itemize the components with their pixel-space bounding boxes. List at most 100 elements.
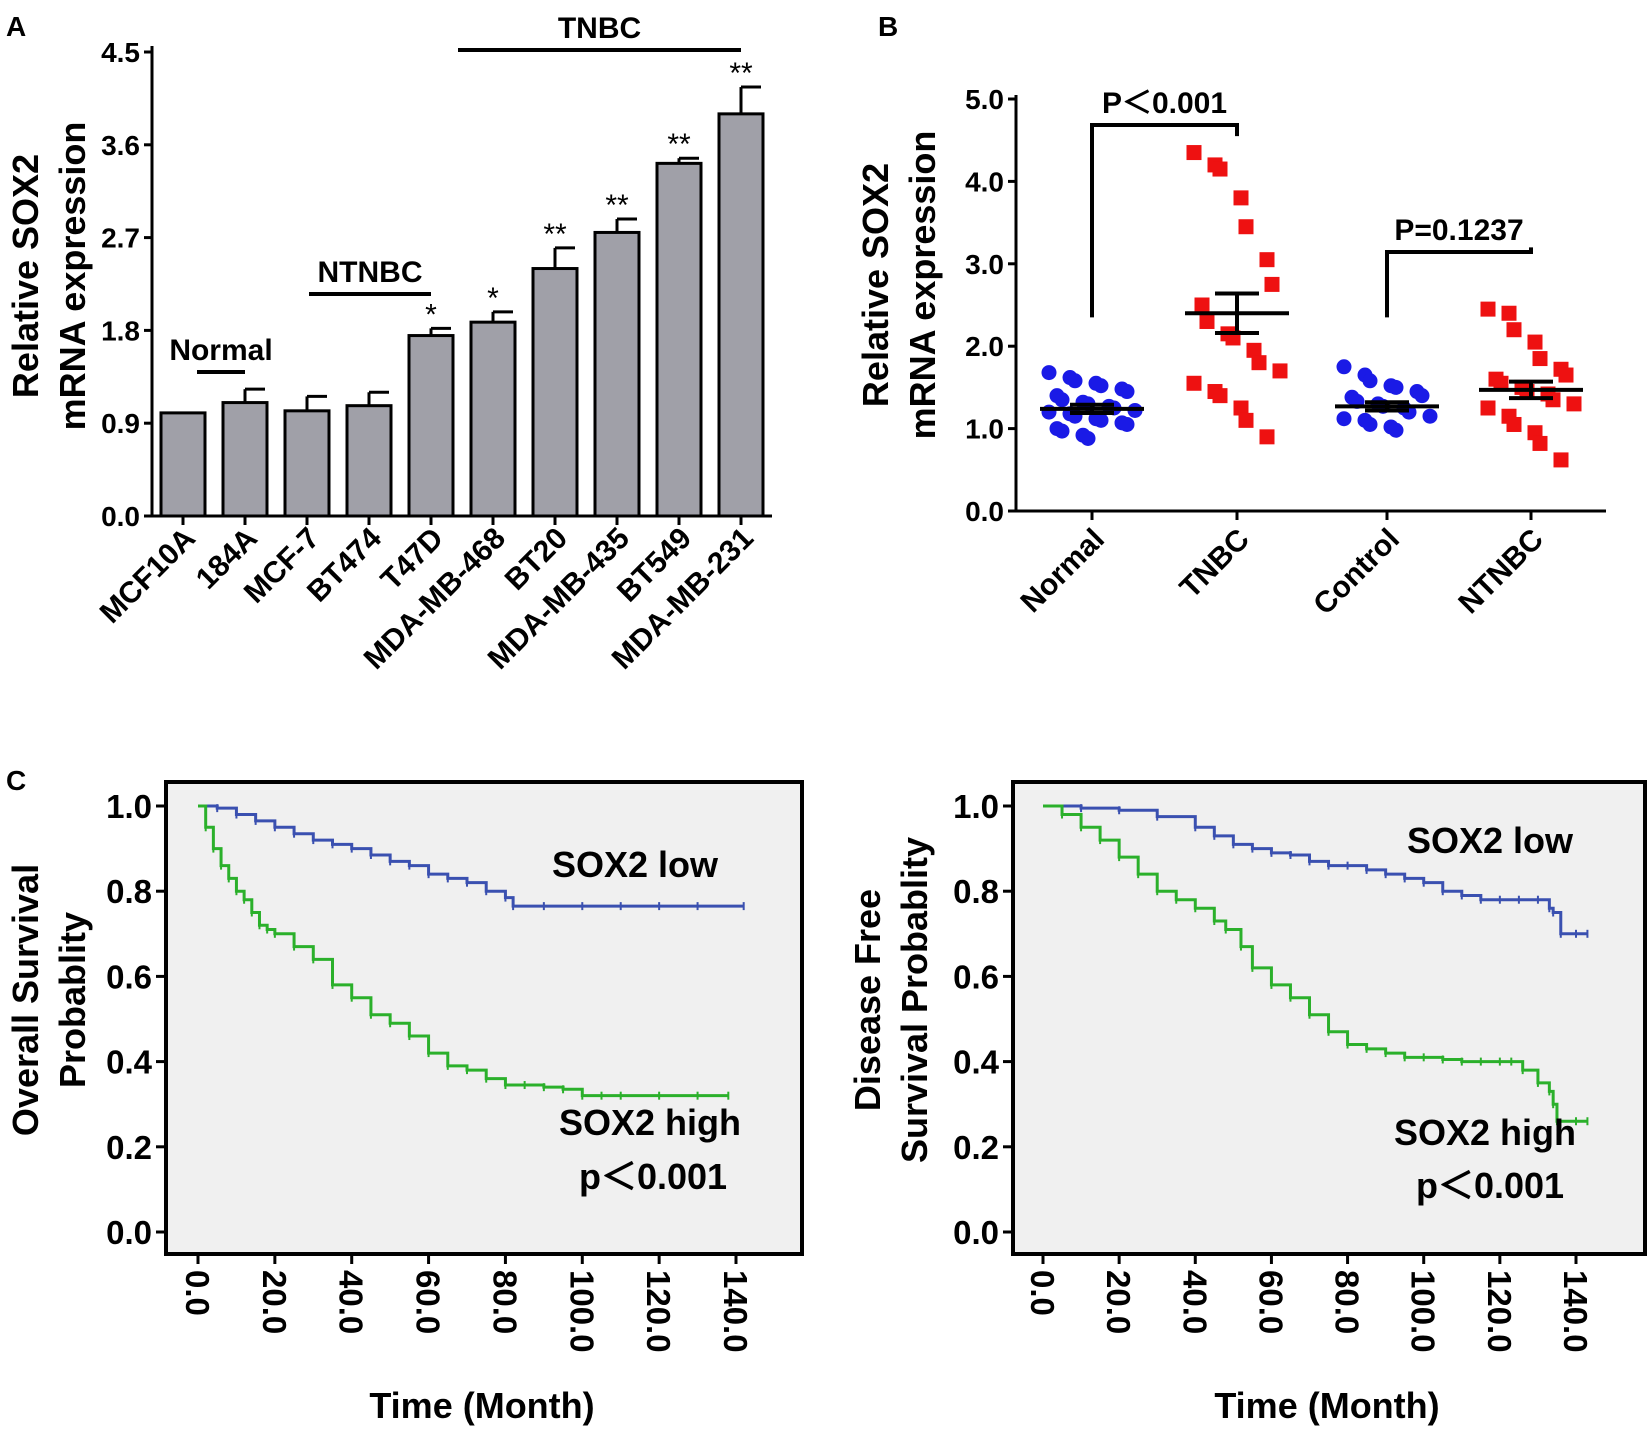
bar	[221, 401, 269, 518]
data-point	[1532, 435, 1548, 451]
data-point	[1259, 252, 1275, 268]
y-tick-label: 1.0	[106, 788, 152, 825]
series-label: SOX2 high	[1394, 1112, 1576, 1153]
y-tick-label: 0.4	[953, 1044, 1000, 1081]
x-tick-label: 100.0	[1405, 1270, 1442, 1353]
y-tick-label: 1.0	[953, 788, 999, 825]
data-point	[1194, 297, 1210, 313]
data-point	[1080, 430, 1096, 446]
comparison-pvalue: P=0.1237	[1394, 214, 1523, 247]
panel-a-bar-chart: A Relative SOX2 mRNA expression 0.0 0.9 1.…	[5, 11, 772, 676]
comparison-bracket	[1090, 123, 1239, 318]
x-tick-label: 40.0	[1176, 1270, 1213, 1334]
y-tick-label: 0.0	[101, 501, 140, 532]
group-label: NTNBC	[318, 256, 423, 289]
data-point	[1501, 305, 1517, 321]
data-point	[1414, 388, 1430, 404]
significance-marker: **	[667, 128, 691, 161]
y-tick-label: 0.9	[101, 408, 140, 439]
data-point	[1251, 355, 1267, 371]
comparison-pvalue: P＜0.001	[1102, 87, 1227, 120]
significance-marker: **	[605, 189, 629, 222]
data-point	[1212, 388, 1228, 404]
series-label: SOX2 high	[559, 1102, 741, 1143]
y-tick-label: 0.8	[106, 873, 152, 910]
significance-marker: *	[425, 298, 437, 331]
data-point	[1422, 408, 1438, 424]
data-point	[1506, 322, 1522, 338]
data-point	[1199, 313, 1215, 329]
data-point	[1272, 363, 1288, 379]
panel-label-c: C	[6, 765, 26, 796]
x-tick-label: 60.0	[410, 1270, 447, 1334]
data-point	[1212, 161, 1228, 177]
bar	[283, 409, 331, 518]
x-tick-label: MCF10A	[94, 522, 202, 630]
y-axis-title-line2: Survival Probablity	[894, 837, 935, 1163]
y-axis-title-line1: Overall Survival	[5, 864, 46, 1136]
significance-marker: **	[729, 57, 753, 90]
x-tick-label: 100.0	[563, 1270, 600, 1353]
bar	[159, 411, 207, 518]
x-tick-label: 0.0	[179, 1270, 216, 1316]
y-tick-label: 0.0	[953, 1214, 999, 1251]
disease-free-survival-plot: 0.0 0.2 0.4 0.6 0.8 1.0 0.0 20.0 40.0 60.0 80.0 100…	[953, 780, 1647, 1353]
data-point	[1186, 375, 1202, 391]
panel-c-survival-curves: C Overall Survival Probablity Time (Mont…	[5, 765, 1647, 1426]
panel-b-y-axis-title: Relative SOX2 mRNA expression	[855, 131, 943, 440]
series-label: SOX2 low	[552, 844, 719, 885]
data-point	[1336, 411, 1352, 427]
group-label: TNBC	[558, 12, 641, 45]
data-point	[1246, 342, 1262, 358]
bar	[345, 404, 393, 518]
data-point	[1093, 378, 1109, 394]
data-point	[1532, 351, 1548, 367]
y-tick-label: 0.0	[106, 1214, 152, 1251]
panel-label-a: A	[6, 11, 26, 42]
comparison-bracket	[1385, 247, 1533, 318]
data-point	[1041, 365, 1057, 381]
y-tick-label: 1.0	[965, 414, 1004, 445]
x-tick-label: 20.0	[256, 1270, 293, 1334]
significance-marker: **	[543, 218, 567, 251]
x-tick-label: 80.0	[486, 1270, 523, 1334]
series-label: SOX2 low	[1407, 820, 1574, 861]
overall-survival-x-title: Time (Month)	[369, 1385, 594, 1426]
data-point	[1553, 452, 1569, 468]
y-axis-title-line1: Relative SOX2	[855, 163, 896, 407]
data-point	[1119, 384, 1135, 400]
y-axis-title-line2: mRNA expression	[52, 122, 93, 431]
p-value-label: p＜0.001	[1416, 1165, 1564, 1206]
data-point	[1238, 412, 1254, 428]
data-point	[1480, 400, 1496, 416]
data-point	[1233, 400, 1249, 416]
y-tick-label: 4.0	[965, 166, 1004, 197]
x-tick-label: 0.0	[1024, 1270, 1061, 1316]
data-point	[1493, 375, 1509, 391]
bar	[717, 112, 765, 518]
y-tick-label: 3.6	[101, 130, 140, 161]
bar	[593, 230, 641, 518]
data-point	[1238, 219, 1254, 235]
panel-a-plot: 0.00.91.82.73.64.5MCF10A184AMCF-7BT474*T…	[94, 12, 772, 676]
x-tick-label: 40.0	[333, 1270, 370, 1334]
y-tick-label: 2.7	[101, 223, 140, 254]
data-point	[1388, 422, 1404, 438]
significance-marker: *	[487, 282, 499, 315]
y-axis-title-line1: Relative SOX2	[5, 154, 46, 398]
x-tick-label: 140.0	[1557, 1270, 1594, 1353]
overall-survival-y-title: Overall Survival Probablity	[5, 864, 93, 1136]
panel-b-plot: 0.0 1.0 2.0 3.0 4.0 5.0 Normal TNBC Control NTNBC…	[965, 84, 1606, 621]
y-tick-label: 2.0	[965, 331, 1004, 362]
x-tick-label: Normal	[1015, 523, 1111, 619]
bar	[469, 320, 517, 518]
y-tick-label: 0.6	[106, 958, 152, 995]
data-point	[1054, 392, 1070, 408]
x-tick-label: 60.0	[1252, 1270, 1289, 1334]
data-point	[1186, 145, 1202, 161]
dfs-x-title: Time (Month)	[1214, 1385, 1439, 1426]
y-tick-label: 0.6	[953, 958, 999, 995]
y-tick-label: 1.8	[101, 315, 140, 346]
data-point	[1336, 359, 1352, 375]
